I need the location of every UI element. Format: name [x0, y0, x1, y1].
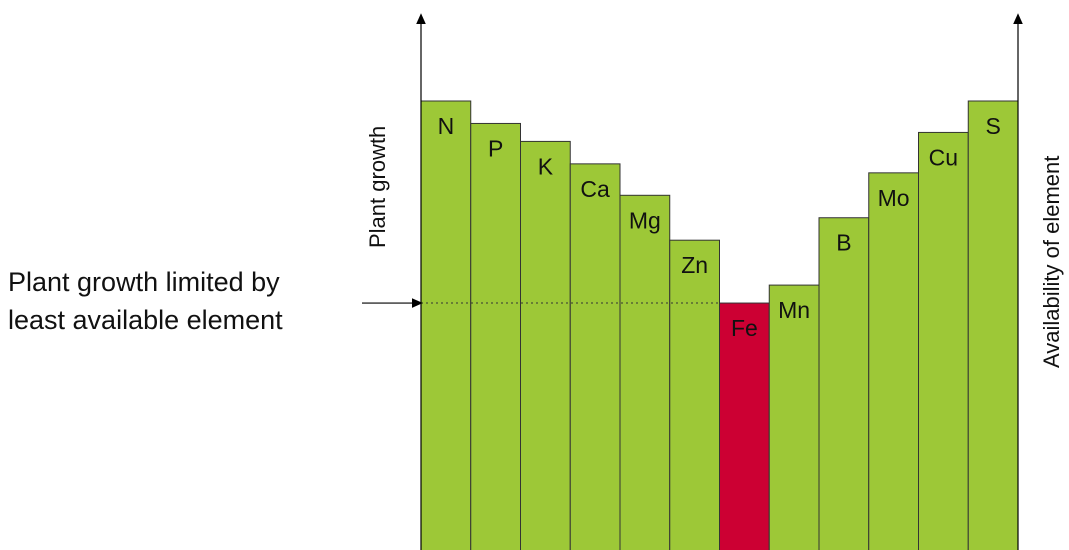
bar-k [520, 140, 571, 550]
bar-s [967, 100, 1019, 550]
bar-b [818, 217, 870, 550]
bar-fe [719, 302, 770, 550]
bar-label-zn: Zn [681, 252, 708, 278]
bar-label-b: B [836, 230, 851, 256]
bar-label-ca: Ca [580, 176, 610, 202]
bar-label-fe: Fe [731, 315, 758, 341]
right-axis-label: Availability of element [1039, 156, 1064, 368]
bar-mg [619, 194, 671, 550]
bar-p [470, 122, 521, 550]
bar-label-p: P [488, 135, 503, 161]
callout-line-1: Plant growth limited by [8, 267, 280, 297]
bar-label-mg: Mg [629, 207, 661, 233]
left-axis-label: Plant growth [365, 126, 390, 248]
bar-cu [918, 131, 969, 550]
bar-n [420, 100, 472, 550]
bar-mo [868, 172, 919, 550]
bar-label-cu: Cu [929, 144, 958, 170]
element-bars: N P K Ca Mg Zn Fe Mn B Mo Cu S [420, 100, 1019, 550]
bar-mn [768, 284, 820, 550]
bar-ca [569, 163, 621, 550]
bar-label-mo: Mo [878, 185, 910, 211]
bar-zn [669, 239, 720, 550]
callout-line-2: least available element [8, 305, 283, 335]
bar-label-s: S [985, 113, 1000, 139]
bar-label-n: N [438, 113, 455, 139]
bar-label-k: K [538, 153, 554, 179]
bar-label-mn: Mn [778, 297, 810, 323]
